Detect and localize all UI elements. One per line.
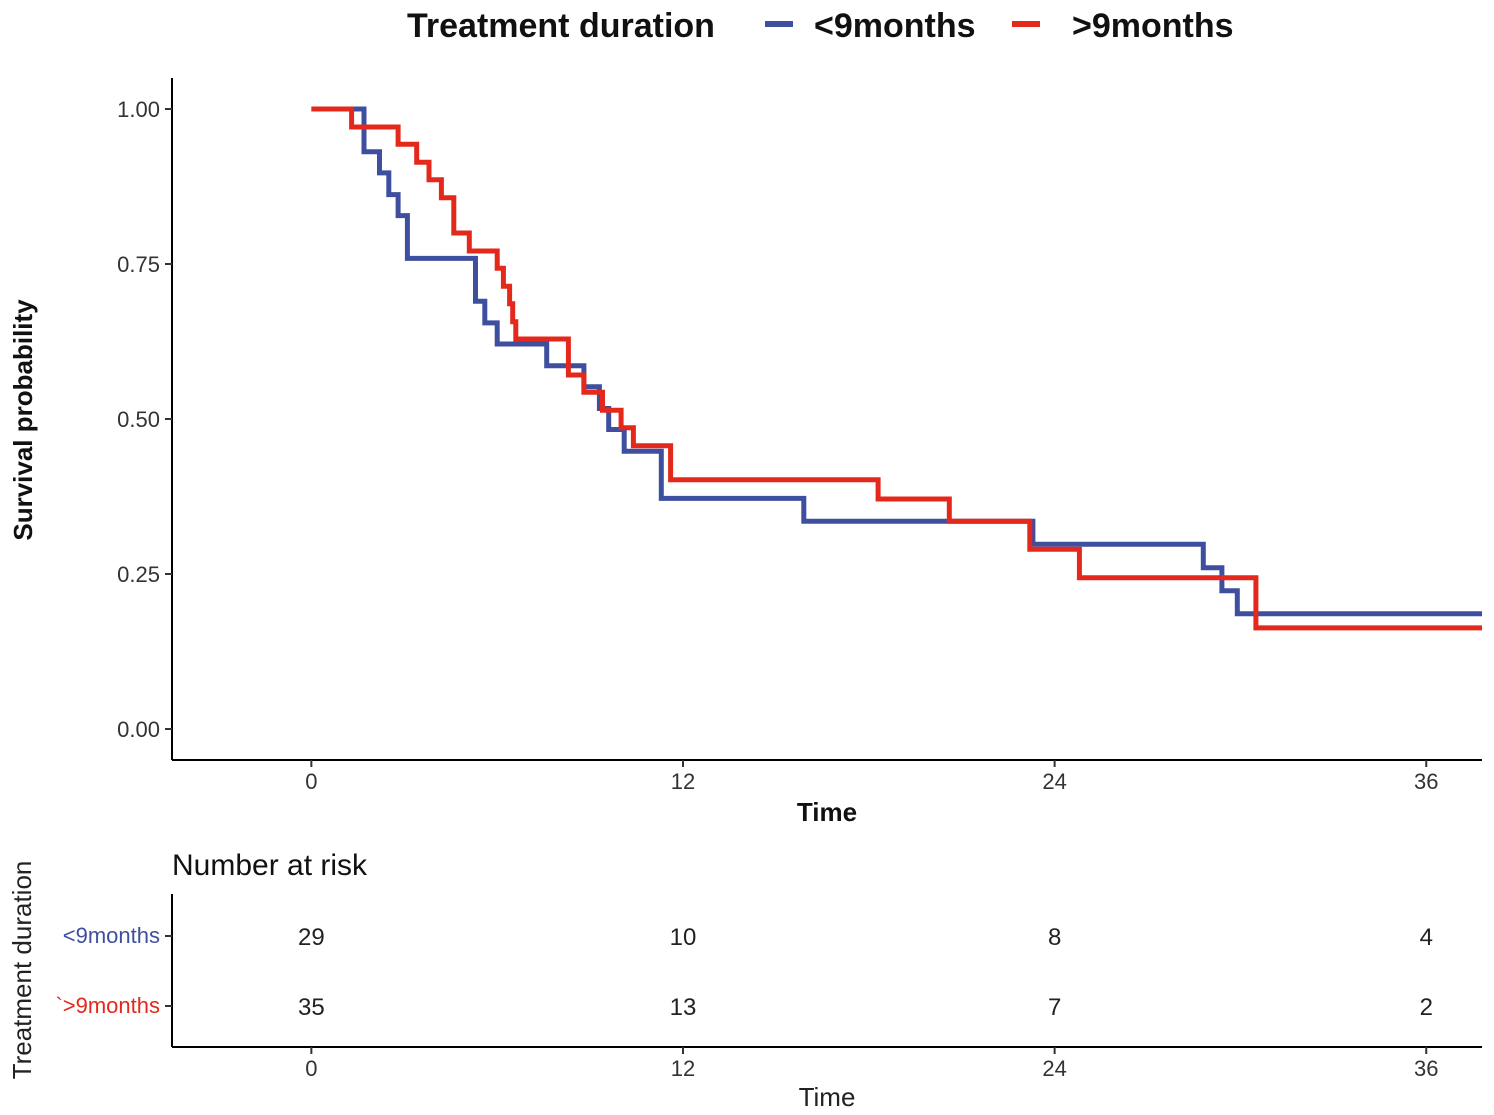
x-axis-title: Time [797,797,857,827]
x-tick-label: 36 [1414,769,1438,794]
series-line-2 [311,106,1482,631]
legend-swatch-series-2 [1012,21,1040,27]
risk-value: 35 [298,994,325,1021]
legend: Treatment duration <9months >9months [407,7,1234,45]
risk-value: 13 [670,994,697,1021]
risk-table-rows: <9months 29 10 8 4 `>9months 35 13 7 2 [55,923,1432,1021]
risk-y-axis-title: Treatment duration [7,861,37,1080]
survival-curves [311,106,1482,631]
main-y-ticks: 0.00 0.25 0.50 0.75 1.00 [117,97,172,742]
risk-x-tick-label: 36 [1414,1056,1438,1081]
x-tick-label: 0 [305,769,317,794]
main-plot-axes [171,78,1482,761]
y-tick-label: 0.75 [117,252,160,277]
legend-label-series-1: <9months [814,7,976,45]
risk-x-ticks: 0 12 24 36 [305,1047,1438,1081]
risk-row-label: `>9months [55,993,160,1018]
y-tick-label: 1.00 [117,97,160,122]
y-tick-label: 0.00 [117,717,160,742]
x-tick-label: 12 [671,769,695,794]
risk-value: 7 [1048,994,1061,1021]
legend-title: Treatment duration [407,7,715,45]
main-x-ticks: 0 12 24 36 [305,760,1438,794]
y-axis-title: Survival probability [8,299,38,541]
risk-row-label: <9months [63,923,160,948]
risk-x-tick-label: 0 [305,1056,317,1081]
risk-table-title: Number at risk [172,849,368,882]
risk-value: 10 [670,924,697,951]
y-tick-label: 0.25 [117,562,160,587]
series-line-1 [311,106,1482,617]
risk-value: 2 [1420,994,1433,1021]
risk-x-axis-title: Time [799,1082,856,1112]
y-tick-label: 0.50 [117,407,160,432]
risk-x-tick-label: 24 [1042,1056,1066,1081]
x-tick-label: 24 [1042,769,1066,794]
risk-x-tick-label: 12 [671,1056,695,1081]
risk-value: 29 [298,924,325,951]
legend-swatch-series-1 [765,21,793,27]
risk-value: 4 [1420,924,1433,951]
risk-value: 8 [1048,924,1061,951]
legend-label-series-2: >9months [1072,7,1234,45]
risk-table-axes [171,894,1482,1048]
